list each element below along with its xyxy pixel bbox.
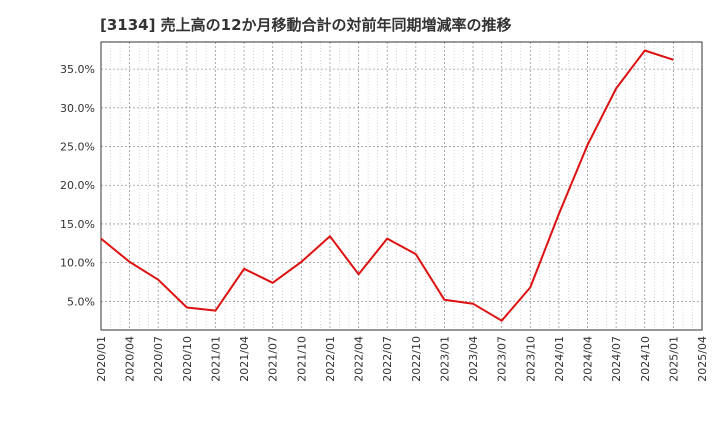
x-tick-label: 2021/04 <box>238 336 251 382</box>
plot-frame <box>100 41 703 331</box>
y-tick-label: 10.0% <box>60 257 95 270</box>
y-tick-label: 25.0% <box>60 141 95 154</box>
x-tick-label: 2020/07 <box>152 336 165 382</box>
x-tick-label: 2020/04 <box>124 336 137 382</box>
x-tick-label: 2024/01 <box>553 336 566 382</box>
x-tick-label: 2020/10 <box>181 336 194 382</box>
y-tick-label: 35.0% <box>60 63 95 76</box>
x-tick-label: 2024/07 <box>610 336 623 382</box>
x-tick-label: 2023/04 <box>467 336 480 382</box>
x-tick-label: 2022/07 <box>381 336 394 382</box>
x-tick-label: 2022/04 <box>353 336 366 382</box>
x-tick-label: 2025/04 <box>696 336 709 382</box>
x-tick-label: 2022/10 <box>410 336 423 382</box>
x-tick-label: 2023/10 <box>524 336 537 382</box>
series-line <box>100 49 674 322</box>
y-tick-label: 20.0% <box>60 179 95 192</box>
y-tick-label: 15.0% <box>60 218 95 231</box>
x-tick-label: 2023/07 <box>496 336 509 382</box>
x-tick-label: 2024/10 <box>639 336 652 382</box>
x-tick-label: 2020/01 <box>95 336 108 382</box>
x-tick-label: 2021/07 <box>267 336 280 382</box>
y-tick-label: 5.0% <box>67 295 95 308</box>
chart-title: [3134] 売上高の12か月移動合計の対前年同期増減率の推移 <box>100 16 512 34</box>
x-tick-label: 2021/01 <box>209 336 222 382</box>
x-tick-label: 2025/01 <box>667 336 680 382</box>
x-tick-label: 2022/01 <box>324 336 337 382</box>
x-tick-label: 2021/10 <box>295 336 308 382</box>
x-tick-label: 2024/04 <box>582 336 595 382</box>
x-tick-label: 2023/01 <box>438 336 451 382</box>
y-tick-label: 30.0% <box>60 102 95 115</box>
